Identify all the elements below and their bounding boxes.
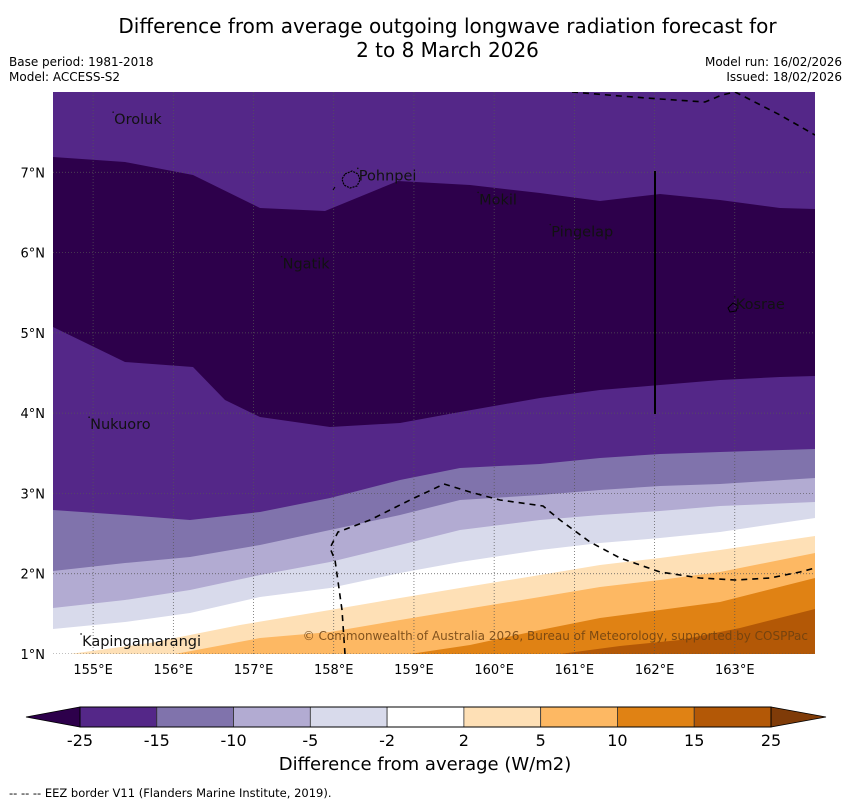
longitude-tick-label: 156°E bbox=[154, 663, 194, 678]
colorbar-under-arrow bbox=[25, 706, 81, 728]
latitude-tick-label: 1°N bbox=[21, 648, 46, 663]
longitude-tick-label: 159°E bbox=[394, 663, 434, 678]
copyright-notice: © Commonwealth of Australia 2026, Bureau… bbox=[303, 629, 808, 643]
model-name: Model: ACCESS-S2 bbox=[9, 70, 121, 84]
colorbar-segment bbox=[617, 706, 695, 728]
place-marker bbox=[112, 111, 114, 113]
title-line-2: 2 to 8 March 2026 bbox=[356, 38, 539, 62]
colorbar-tick-label: 5 bbox=[536, 731, 546, 750]
band-15-to-25 bbox=[560, 609, 815, 654]
place-label-oroluk: Oroluk bbox=[114, 112, 162, 128]
longitude-tick-label: 160°E bbox=[474, 663, 514, 678]
colorbar-segment bbox=[463, 706, 542, 728]
longitude-tick-label: 163°E bbox=[715, 663, 755, 678]
model-run: Model run: 16/02/2026 bbox=[704, 55, 842, 69]
colorbar-tick-label: -25 bbox=[67, 731, 93, 750]
place-marker bbox=[88, 416, 90, 419]
colorbar-tick-label: 15 bbox=[684, 731, 704, 750]
place-marker bbox=[357, 167, 359, 170]
colorbar-tick-label: -10 bbox=[220, 731, 246, 750]
colorbar: -25 -15 -10 -5 -2 2 5 10 15 25 bbox=[25, 706, 827, 750]
colorbar-label: Difference from average (W/m2) bbox=[278, 754, 572, 775]
colorbar-segment bbox=[693, 706, 772, 728]
longitude-ticks: 155°E 156°E 157°E 158°E 159°E 160°E 161°E 162°E… bbox=[73, 663, 754, 678]
meta-left: Base period: 1981-2018 Model: ACCESS-S2 bbox=[9, 55, 154, 85]
colorbar-segment bbox=[156, 706, 234, 728]
place-label-ngatik: Ngatik bbox=[283, 257, 331, 273]
colorbar-frame bbox=[79, 706, 772, 728]
issued-date: Issued: 18/02/2026 bbox=[726, 70, 842, 84]
latitude-tick-label: 5°N bbox=[21, 327, 46, 342]
colorbar-tick-label: 25 bbox=[761, 731, 781, 750]
latitude-tick-label: 7°N bbox=[21, 166, 46, 181]
latitude-tick-label: 4°N bbox=[21, 407, 46, 422]
eez-legend-note: -- -- -- EEZ border V11 (Flanders Marine… bbox=[9, 786, 332, 800]
meta-right: Model run: 16/02/2026 Issued: 18/02/2026 bbox=[705, 55, 842, 85]
base-period: Base period: 1981-2018 bbox=[9, 55, 154, 69]
colorbar-segment bbox=[386, 706, 465, 728]
place-label-nukuoro: Nukuoro bbox=[90, 417, 151, 433]
place-labels: Oroluk Pohnpei Mokil Pingelap Ngatik Kosrae Nu… bbox=[80, 111, 785, 650]
place-marker bbox=[549, 223, 552, 226]
kosrae-island-outline bbox=[727, 302, 739, 313]
longitude-tick-label: 155°E bbox=[73, 663, 113, 678]
eez-border-north bbox=[571, 92, 815, 136]
graticule bbox=[53, 92, 815, 654]
colorbar-segment bbox=[233, 706, 311, 728]
chart-title: Difference from average outgoing longwav… bbox=[0, 14, 850, 62]
place-label-pohnpei: Pohnpei bbox=[359, 168, 417, 184]
colorbar-tick-label: 10 bbox=[607, 731, 627, 750]
contour-bands bbox=[53, 92, 815, 654]
pohnpei-island-outline bbox=[341, 170, 361, 189]
eez-border-south bbox=[329, 483, 815, 654]
map-features bbox=[329, 92, 815, 654]
longitude-tick-label: 161°E bbox=[555, 663, 595, 678]
colorbar-over-arrow bbox=[770, 706, 827, 728]
latitude-ticks: 7°N 6°N 5°N 4°N 3°N 2°N 1°N bbox=[21, 166, 46, 663]
latitude-tick-label: 2°N bbox=[21, 568, 46, 583]
colorbar-tick-label: -2 bbox=[379, 731, 395, 750]
colorbar-segment bbox=[79, 706, 158, 728]
colorbar-tick-label: 2 bbox=[459, 731, 469, 750]
place-label-kapingamarangi: Kapingamarangi bbox=[82, 634, 201, 650]
place-marker bbox=[280, 255, 283, 258]
longitude-tick-label: 162°E bbox=[635, 663, 675, 678]
place-marker bbox=[733, 295, 736, 298]
place-label-kosrae: Kosrae bbox=[736, 297, 785, 313]
place-marker bbox=[80, 633, 82, 635]
longitude-tick-label: 157°E bbox=[234, 663, 274, 678]
latitude-tick-label: 6°N bbox=[21, 247, 46, 262]
pohnpei-islet bbox=[332, 186, 336, 191]
title-line-1: Difference from average outgoing longwav… bbox=[118, 14, 777, 38]
place-label-mokil: Mokil bbox=[479, 192, 517, 208]
colorbar-tick-label: -5 bbox=[302, 731, 318, 750]
colorbar-tick-label: -15 bbox=[144, 731, 170, 750]
colorbar-segment bbox=[309, 706, 388, 728]
place-label-pingelap: Pingelap bbox=[551, 225, 613, 241]
place-marker bbox=[477, 191, 479, 194]
longitude-tick-label: 158°E bbox=[314, 663, 354, 678]
latitude-tick-label: 3°N bbox=[21, 487, 46, 502]
colorbar-segment bbox=[540, 706, 618, 728]
